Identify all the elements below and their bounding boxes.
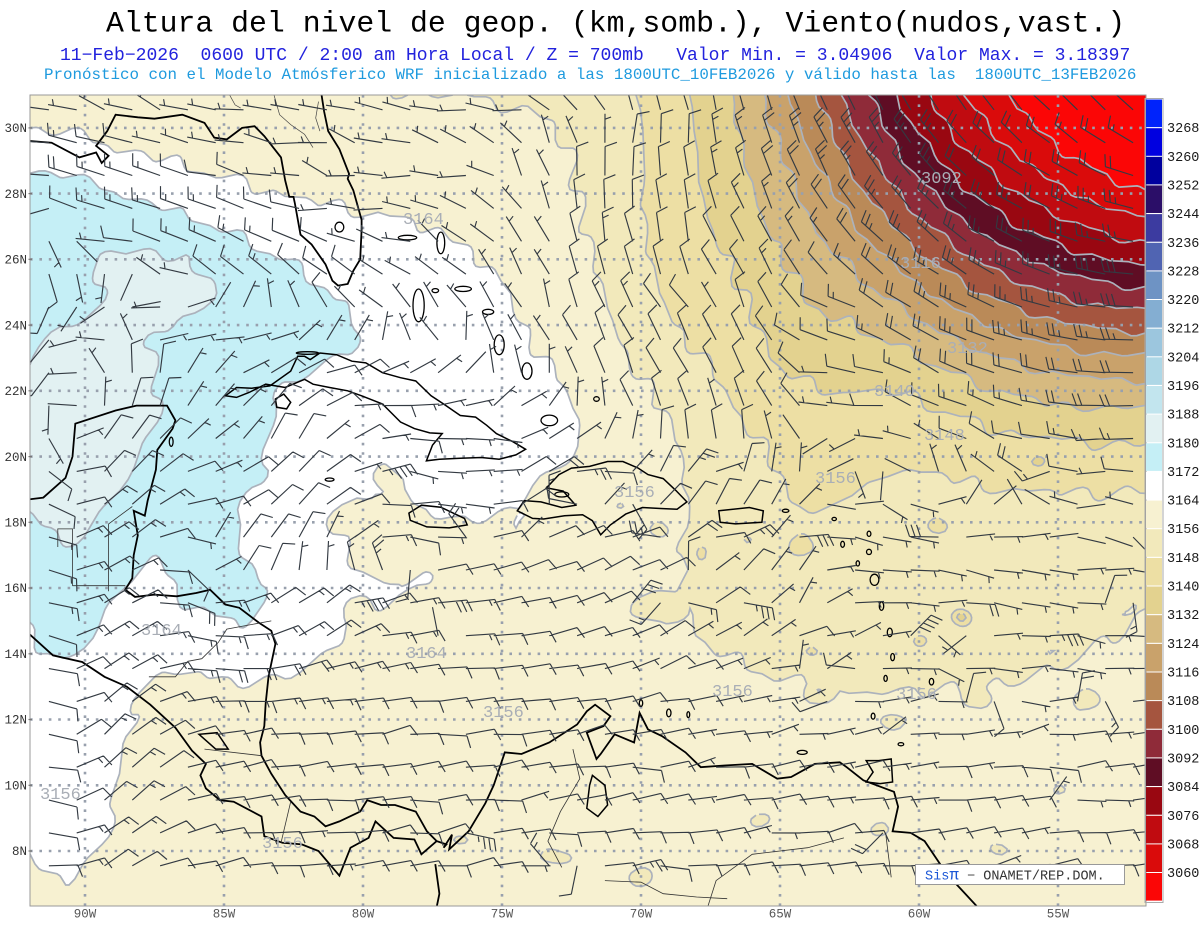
svg-text:Altura del nivel de geop. (km,: Altura del nivel de geop. (km,somb.), Vi… — [106, 7, 1125, 41]
svg-text:3148: 3148 — [1167, 552, 1199, 567]
svg-text:75W: 75W — [491, 908, 514, 922]
svg-text:Pronóstico con el Modelo Atmós: Pronóstico con el Modelo Atmósferico WRF… — [44, 66, 1136, 84]
svg-text:3188: 3188 — [1167, 409, 1199, 424]
svg-text:8N: 8N — [12, 845, 27, 859]
svg-text:20N: 20N — [4, 451, 27, 465]
svg-text:3156: 3156 — [614, 484, 655, 503]
svg-text:80W: 80W — [352, 908, 375, 922]
svg-text:3268: 3268 — [1167, 122, 1199, 137]
svg-text:3156: 3156 — [896, 686, 937, 705]
svg-text:3148: 3148 — [924, 427, 965, 446]
svg-text:3236: 3236 — [1167, 237, 1199, 252]
svg-text:55W: 55W — [1047, 908, 1070, 922]
svg-text:65W: 65W — [769, 908, 792, 922]
svg-text:10N: 10N — [4, 780, 27, 794]
svg-text:3180: 3180 — [1167, 437, 1199, 452]
svg-text:24N: 24N — [4, 319, 27, 333]
svg-text:3124: 3124 — [1167, 638, 1199, 653]
svg-text:11−Feb−2026 0600 UTC / 2:00 a: 11−Feb−2026 0600 UTC / 2:00 am Hora Loca… — [60, 46, 1130, 66]
svg-text:3164: 3164 — [406, 645, 447, 664]
svg-text:3156: 3156 — [483, 704, 524, 723]
svg-text:14N: 14N — [4, 648, 27, 662]
svg-text:18N: 18N — [4, 517, 27, 531]
svg-text:3172: 3172 — [1167, 466, 1199, 481]
svg-text:3116: 3116 — [1167, 667, 1199, 682]
svg-text:90W: 90W — [74, 908, 97, 922]
svg-text:3156: 3156 — [815, 470, 856, 489]
svg-text:3252: 3252 — [1167, 179, 1199, 194]
svg-text:28N: 28N — [4, 188, 27, 202]
svg-text:85W: 85W — [213, 908, 236, 922]
svg-text:3220: 3220 — [1167, 294, 1199, 309]
svg-text:70W: 70W — [630, 908, 653, 922]
svg-text:3092: 3092 — [1167, 752, 1199, 767]
svg-text:3156: 3156 — [712, 683, 753, 702]
svg-text:3196: 3196 — [1167, 380, 1199, 395]
svg-text:3084: 3084 — [1167, 781, 1199, 796]
svg-text:3140: 3140 — [874, 383, 915, 402]
svg-text:3260: 3260 — [1167, 151, 1199, 166]
svg-text:22N: 22N — [4, 385, 27, 399]
svg-text:3068: 3068 — [1167, 838, 1199, 853]
svg-text:3212: 3212 — [1167, 323, 1199, 338]
svg-text:3132: 3132 — [1167, 609, 1199, 624]
svg-text:16N: 16N — [4, 582, 27, 596]
svg-text:3228: 3228 — [1167, 265, 1199, 280]
svg-text:3164: 3164 — [1167, 495, 1199, 510]
svg-text:3164: 3164 — [403, 211, 444, 230]
svg-text:3116: 3116 — [900, 255, 941, 274]
svg-text:3156: 3156 — [40, 786, 81, 805]
svg-text:3156: 3156 — [262, 835, 303, 854]
svg-text:3164: 3164 — [141, 622, 182, 641]
svg-text:3076: 3076 — [1167, 810, 1199, 825]
svg-text:26N: 26N — [4, 254, 27, 268]
svg-text:3156: 3156 — [1167, 523, 1199, 538]
svg-text:3100: 3100 — [1167, 724, 1199, 739]
svg-text:3244: 3244 — [1167, 208, 1199, 223]
svg-text:30N: 30N — [4, 122, 27, 136]
svg-text:60W: 60W — [908, 908, 931, 922]
svg-text:12N: 12N — [4, 714, 27, 728]
svg-text:3092: 3092 — [921, 170, 962, 189]
svg-text:3204: 3204 — [1167, 351, 1199, 366]
svg-text:3060: 3060 — [1167, 867, 1199, 882]
svg-text:Sisπ − ONAMET/REP.DOM.: Sisπ − ONAMET/REP.DOM. — [925, 867, 1105, 885]
svg-text:3132: 3132 — [947, 340, 988, 359]
svg-text:3140: 3140 — [1167, 581, 1199, 596]
svg-text:3108: 3108 — [1167, 695, 1199, 710]
